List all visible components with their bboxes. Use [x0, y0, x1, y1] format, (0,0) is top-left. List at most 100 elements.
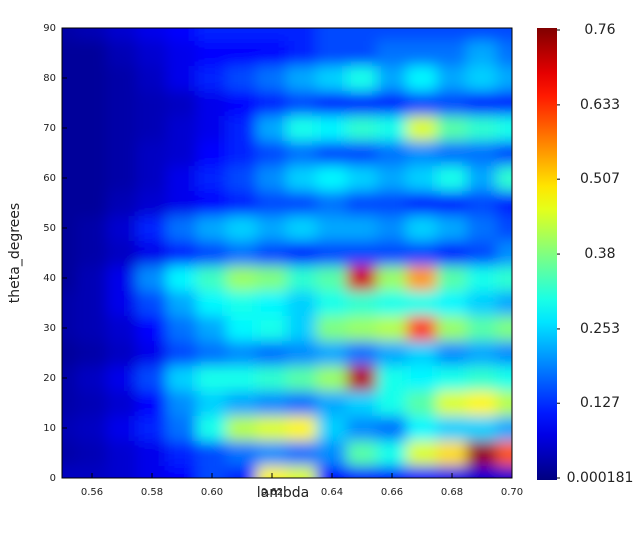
heat-cell: [286, 365, 318, 391]
heat-cell: [496, 265, 512, 291]
heat-cell: [316, 240, 348, 266]
heat-cell: [166, 315, 198, 341]
heat-cell: [316, 215, 348, 241]
heat-cell: [316, 415, 348, 441]
heat-cell: [466, 265, 498, 291]
heat-cell: [136, 40, 168, 66]
heat-cell: [406, 90, 438, 116]
heat-cell: [106, 365, 138, 391]
heat-cell: [136, 28, 168, 41]
heat-cell: [226, 365, 258, 391]
heat-cell: [62, 465, 78, 478]
heat-cell: [62, 340, 78, 366]
heat-cell: [196, 28, 228, 41]
heat-cell: [196, 65, 228, 91]
heat-cell: [76, 440, 108, 466]
heat-cell: [316, 65, 348, 91]
heat-cell: [166, 415, 198, 441]
heat-cell: [406, 265, 438, 291]
heat-cell: [496, 65, 512, 91]
heat-cell: [286, 465, 318, 478]
y-axis-label: theta_degrees: [7, 203, 23, 303]
heat-cell: [256, 215, 288, 241]
heat-cell: [436, 215, 468, 241]
heat-cell: [256, 40, 288, 66]
heat-cell: [406, 315, 438, 341]
heat-cell: [406, 40, 438, 66]
heat-cell: [226, 465, 258, 478]
y-tick-label: 0: [50, 473, 56, 484]
heat-cell: [136, 365, 168, 391]
heat-cell: [406, 340, 438, 366]
heat-cell: [226, 190, 258, 216]
heat-cell: [106, 190, 138, 216]
y-tick-label: 50: [43, 223, 56, 234]
heat-cell: [436, 340, 468, 366]
heat-cell: [76, 265, 108, 291]
heat-cell: [406, 365, 438, 391]
heat-cell: [166, 440, 198, 466]
heat-cell: [106, 115, 138, 141]
heat-cell: [286, 40, 318, 66]
heat-cell: [196, 165, 228, 191]
heat-cell: [106, 340, 138, 366]
heat-cell: [376, 40, 408, 66]
heat-cell: [196, 465, 228, 478]
heat-cell: [62, 65, 78, 91]
heat-cell: [346, 115, 378, 141]
heat-cell: [136, 165, 168, 191]
heat-cell: [76, 240, 108, 266]
heat-cell: [376, 440, 408, 466]
heat-cell: [166, 90, 198, 116]
heat-cell: [136, 240, 168, 266]
y-tick-label: 90: [43, 23, 56, 34]
heat-cell: [136, 465, 168, 478]
heat-cell: [166, 115, 198, 141]
heat-cell: [196, 390, 228, 416]
heat-cell: [106, 390, 138, 416]
heat-cell: [62, 165, 78, 191]
heat-cell: [106, 65, 138, 91]
heat-cell: [256, 165, 288, 191]
heat-cell: [286, 440, 318, 466]
y-tick-label: 60: [43, 173, 56, 184]
heat-cell: [226, 265, 258, 291]
heat-cell: [76, 415, 108, 441]
heat-cell: [256, 90, 288, 116]
heat-cell: [286, 290, 318, 316]
heat-cell: [316, 28, 348, 41]
heat-cell: [196, 290, 228, 316]
heat-cell: [76, 90, 108, 116]
heat-cell: [196, 440, 228, 466]
heat-cell: [226, 65, 258, 91]
heat-cell: [346, 28, 378, 41]
heat-cell: [256, 440, 288, 466]
heat-cell: [466, 390, 498, 416]
heat-cell: [286, 215, 318, 241]
heat-cell: [256, 390, 288, 416]
heat-cell: [226, 315, 258, 341]
x-axis-label: lambda: [257, 485, 309, 501]
heat-cell: [406, 65, 438, 91]
x-tick-label: 0.56: [81, 487, 103, 498]
x-tick-label: 0.64: [321, 487, 343, 498]
heat-cell: [406, 415, 438, 441]
heat-cell: [436, 290, 468, 316]
heat-cell: [256, 265, 288, 291]
heat-cell: [346, 440, 378, 466]
heat-cell: [436, 90, 468, 116]
colorbar-tick-label: 0.38: [584, 246, 615, 262]
heat-cell: [466, 40, 498, 66]
heat-cell: [226, 340, 258, 366]
heat-cell: [196, 90, 228, 116]
heat-cell: [106, 290, 138, 316]
heat-cell: [136, 440, 168, 466]
heat-cell: [466, 315, 498, 341]
heat-cell: [106, 140, 138, 166]
heat-cell: [106, 415, 138, 441]
heat-cell: [496, 40, 512, 66]
heat-cell: [106, 315, 138, 341]
heat-cell: [406, 165, 438, 191]
x-tick-label: 0.66: [381, 487, 403, 498]
